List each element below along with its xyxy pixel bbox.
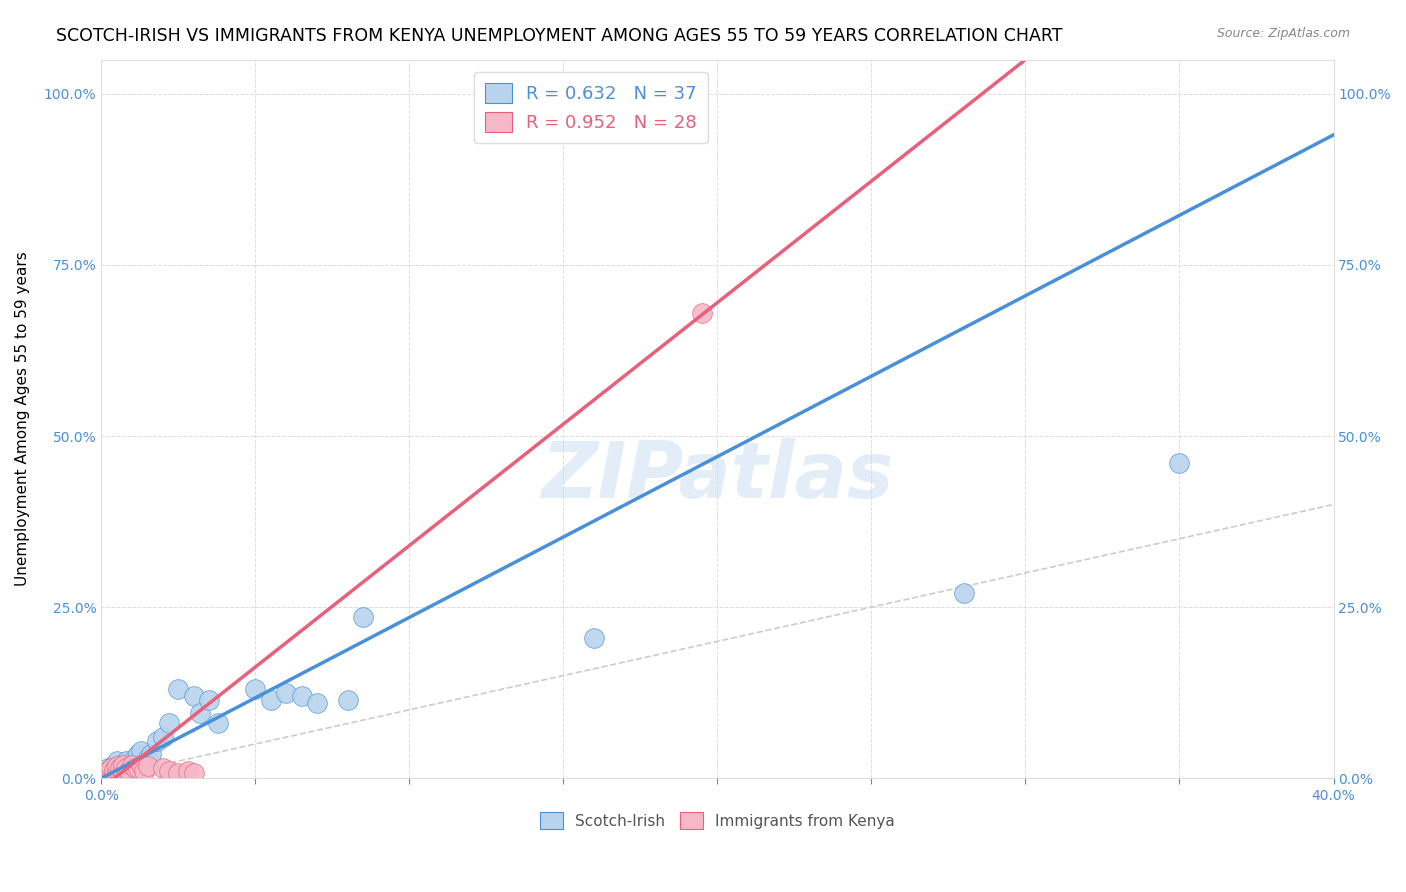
Point (108, 761, 131, 775)
Point (100, 761, 122, 775)
Point (131, 744, 153, 758)
Point (93, 765, 115, 780)
Point (134, 764, 156, 779)
Point (105, 754, 128, 768)
Point (124, 761, 146, 775)
Point (157, 764, 180, 779)
Point (100, 768, 122, 782)
Point (352, 610, 374, 624)
Point (108, 765, 131, 780)
Point (183, 689, 205, 703)
Legend: Scotch-Irish, Immigrants from Kenya: Scotch-Irish, Immigrants from Kenya (534, 806, 901, 835)
Point (291, 689, 314, 703)
Point (105, 764, 128, 779)
Point (131, 757, 153, 772)
Point (103, 768, 125, 782)
Point (336, 692, 359, 706)
Point (183, 765, 205, 780)
Point (583, 631, 606, 645)
Point (108, 761, 131, 775)
Point (245, 682, 267, 697)
Point (188, 706, 211, 721)
Point (111, 757, 134, 772)
Point (690, 306, 713, 320)
Point (103, 764, 125, 779)
Point (139, 747, 162, 762)
Point (118, 764, 141, 779)
Point (111, 757, 134, 772)
Text: SCOTCH-IRISH VS IMMIGRANTS FROM KENYA UNEMPLOYMENT AMONG AGES 55 TO 59 YEARS COR: SCOTCH-IRISH VS IMMIGRANTS FROM KENYA UN… (56, 27, 1063, 45)
Point (96, 764, 118, 779)
Point (157, 716, 180, 731)
Point (100, 765, 122, 780)
Point (96, 761, 118, 775)
Point (105, 759, 128, 773)
Point (198, 692, 221, 706)
Point (103, 763, 125, 777)
Point (121, 757, 143, 772)
Point (167, 765, 190, 780)
Point (103, 757, 125, 772)
Point (115, 754, 138, 768)
Point (118, 761, 141, 775)
Point (1168, 457, 1191, 471)
Point (146, 733, 169, 747)
Point (176, 764, 198, 779)
Point (93, 768, 115, 782)
Y-axis label: Unemployment Among Ages 55 to 59 years: Unemployment Among Ages 55 to 59 years (15, 252, 30, 586)
Point (115, 761, 138, 775)
Point (96, 764, 118, 779)
Point (105, 764, 128, 779)
Point (127, 761, 149, 775)
Text: Source: ZipAtlas.com: Source: ZipAtlas.com (1216, 27, 1350, 40)
Point (260, 692, 283, 706)
Point (207, 716, 229, 731)
Text: ZIPatlas: ZIPatlas (541, 438, 894, 515)
Point (152, 761, 174, 775)
Point (124, 750, 146, 764)
Point (96, 768, 118, 782)
Point (276, 686, 298, 700)
Point (100, 761, 122, 775)
Point (121, 757, 143, 772)
Point (111, 764, 134, 779)
Point (136, 750, 159, 764)
Point (167, 682, 190, 697)
Point (305, 696, 328, 710)
Point (152, 730, 174, 744)
Point (127, 747, 149, 762)
Point (93, 769, 115, 783)
Point (953, 586, 976, 600)
Point (136, 759, 159, 773)
